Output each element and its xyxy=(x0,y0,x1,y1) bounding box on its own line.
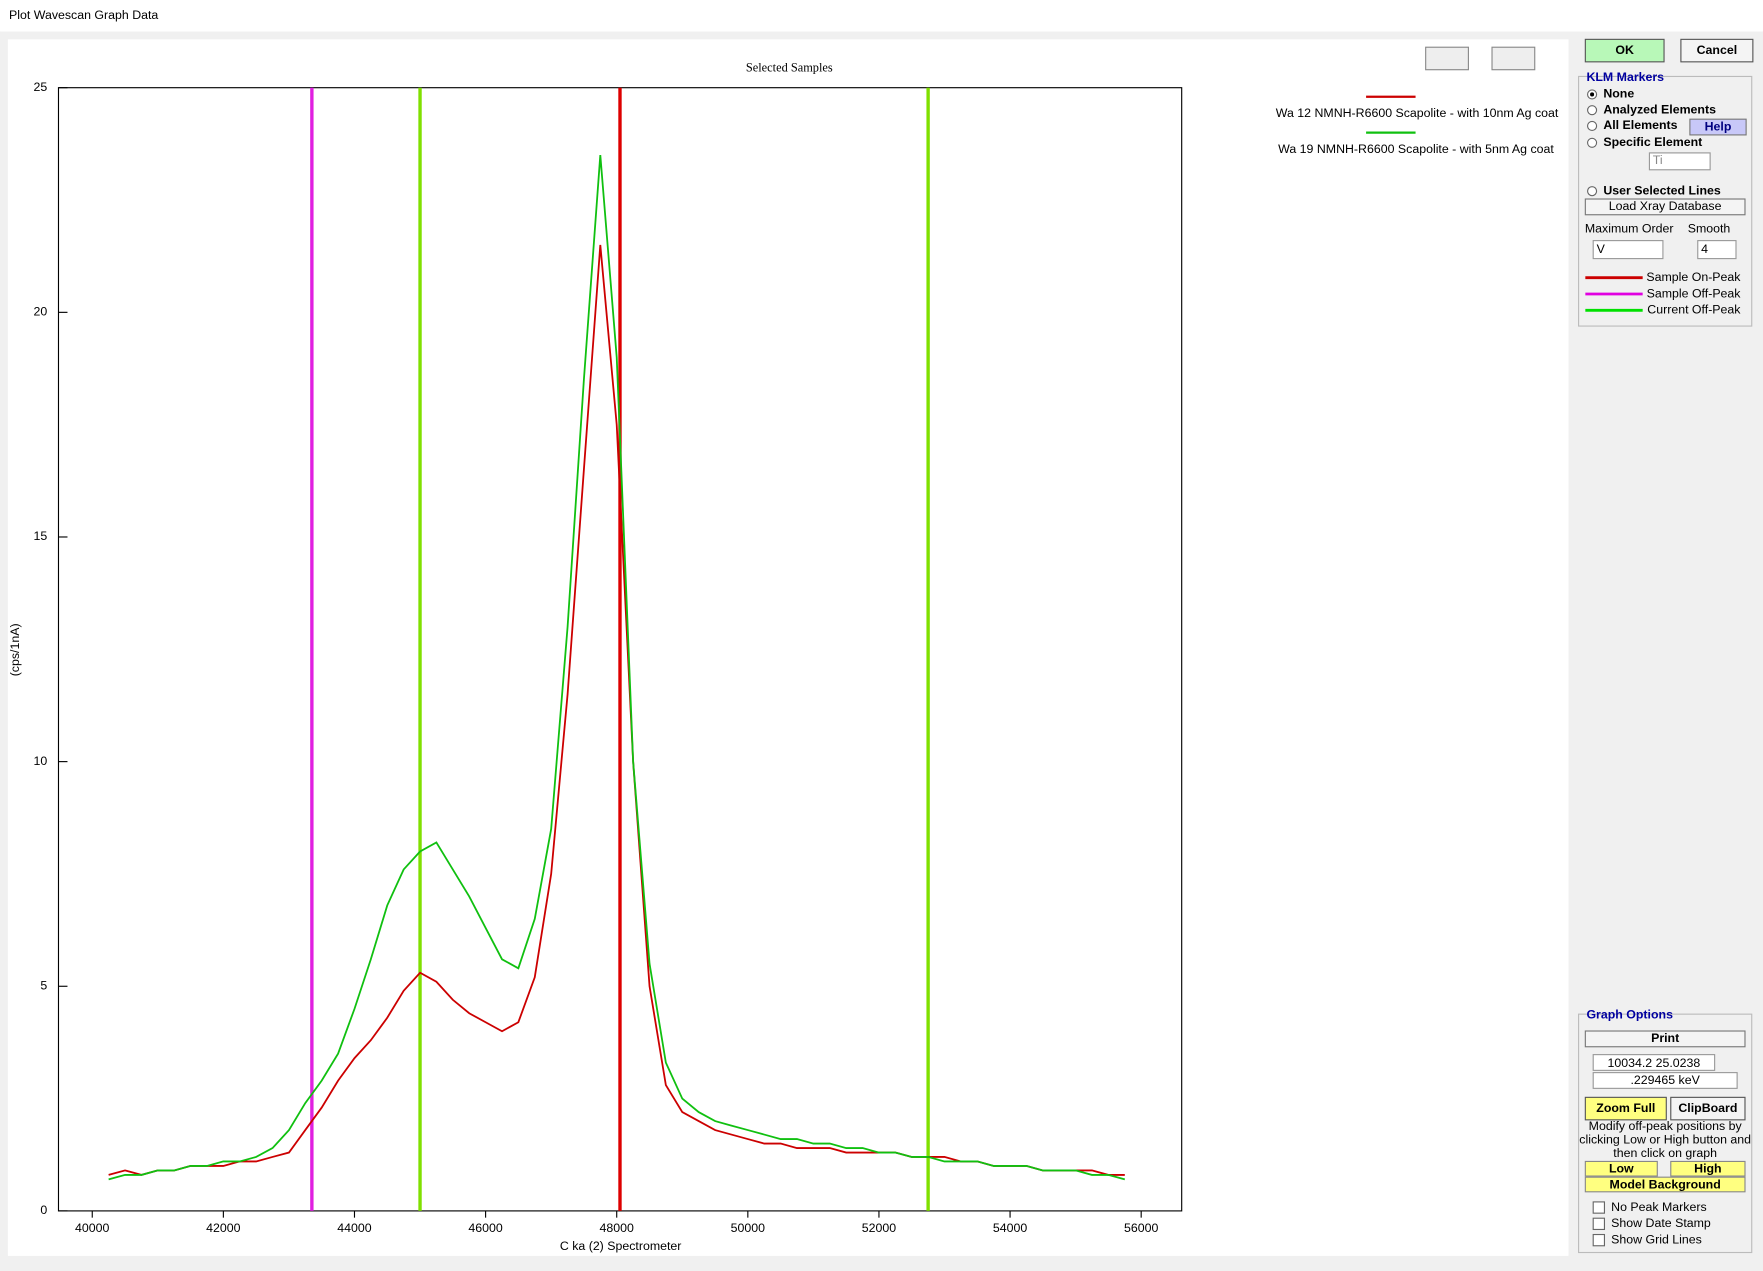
zoom-button[interactable] xyxy=(1584,1096,1667,1121)
x-tick-label: 50000 xyxy=(731,1221,765,1235)
help-label: Help xyxy=(1705,119,1732,133)
clipboard-button[interactable] xyxy=(1670,1096,1746,1121)
series-line xyxy=(108,154,1126,1181)
clipboard-label: ClipBoard xyxy=(1678,1101,1737,1115)
zoom-label: Zoom Full xyxy=(1596,1101,1655,1115)
scroll-arrows[interactable] xyxy=(1425,46,1536,71)
checkbox-label: No Peak Markers xyxy=(1611,1200,1706,1214)
x-tick-label: 54000 xyxy=(993,1221,1027,1235)
marker-legend: Sample Off-Peak xyxy=(1647,286,1742,300)
y-tick-label: 25 xyxy=(33,80,47,94)
x-tick-label: 40000 xyxy=(75,1221,109,1235)
high-button[interactable] xyxy=(1670,1160,1746,1177)
order-combo[interactable] xyxy=(1592,240,1664,260)
checkbox-label: Show Grid Lines xyxy=(1611,1232,1702,1246)
x-axis-label: C ka (2) Spectrometer xyxy=(560,1239,682,1253)
note: then click on graph xyxy=(1613,1146,1717,1160)
chart-title: Selected Samples xyxy=(746,60,833,74)
radio-label: Analyzed Elements xyxy=(1603,102,1716,116)
graph-options-group xyxy=(1578,1013,1753,1254)
model-button[interactable] xyxy=(1584,1176,1746,1193)
x-tick-label: 44000 xyxy=(337,1221,371,1235)
help-button[interactable] xyxy=(1689,118,1747,136)
load-button[interactable] xyxy=(1584,198,1746,216)
note: clicking Low or High button and xyxy=(1579,1132,1751,1146)
print-label: Print xyxy=(1651,1031,1679,1045)
klm-group xyxy=(1578,75,1753,327)
checkbox[interactable] xyxy=(1592,1233,1606,1247)
high-label: High xyxy=(1694,1162,1721,1176)
checkbox[interactable] xyxy=(1592,1217,1606,1231)
group-title: Graph Options xyxy=(1586,1008,1673,1022)
radio-label: All Elements xyxy=(1603,118,1677,132)
ok-button[interactable] xyxy=(1584,38,1665,63)
coords: 10034.2 25.0238 xyxy=(1608,1056,1701,1070)
y-axis-label: (cps/1nA) xyxy=(8,623,22,676)
radio[interactable] xyxy=(1587,120,1598,131)
y-tick-label: 10 xyxy=(33,754,47,768)
radio-label: User Selected Lines xyxy=(1603,183,1721,197)
x-tick-label: 52000 xyxy=(862,1221,896,1235)
x-tick-label: 48000 xyxy=(600,1221,634,1235)
low-label: Low xyxy=(1609,1162,1634,1176)
note: Modify off-peak positions by xyxy=(1589,1119,1743,1133)
cancel-button[interactable] xyxy=(1680,38,1754,63)
y-tick-label: 5 xyxy=(40,979,47,993)
x-tick-label: 42000 xyxy=(206,1221,240,1235)
load-label: Load Xray Database xyxy=(1609,199,1722,213)
radio-dot xyxy=(1590,92,1595,97)
plot-panel xyxy=(7,39,1569,1256)
kev-box xyxy=(1592,1072,1738,1089)
ok-label: OK xyxy=(1615,43,1634,57)
radio[interactable] xyxy=(1587,137,1598,148)
order-value: V xyxy=(1597,242,1606,256)
print-button[interactable] xyxy=(1584,1030,1746,1048)
radio[interactable] xyxy=(1587,105,1598,116)
x-tick-label: 56000 xyxy=(1124,1221,1158,1235)
window-title: Plot Wavescan Graph Data xyxy=(9,8,158,22)
radio[interactable] xyxy=(1587,186,1598,197)
series-line xyxy=(108,244,1125,1176)
low-button[interactable] xyxy=(1584,1160,1658,1177)
group-title: KLM Markers xyxy=(1586,70,1664,84)
element-combo[interactable] xyxy=(1648,152,1711,171)
smooth-combo[interactable] xyxy=(1697,240,1737,260)
smooth-value: 4 xyxy=(1701,242,1708,256)
y-tick-label: 0 xyxy=(40,1203,47,1217)
checkbox[interactable] xyxy=(1592,1201,1606,1214)
marker-legend: Sample On-Peak xyxy=(1646,270,1741,284)
element-value: Ti xyxy=(1653,153,1663,167)
y-tick-label: 20 xyxy=(33,305,47,319)
x-tick-label: 46000 xyxy=(468,1221,502,1235)
legend-label: Wa 19 NMNH-R6600 Scapolite - with 5nm Ag… xyxy=(1278,142,1554,156)
model-label: Model Background xyxy=(1610,1177,1721,1191)
radio-label: Specific Element xyxy=(1603,135,1702,149)
kev: .229465 keV xyxy=(1630,1073,1700,1087)
legend-label: Wa 12 NMNH-R6600 Scapolite - with 10nm A… xyxy=(1276,106,1559,120)
title-bar xyxy=(0,0,1763,32)
order-label: Maximum Order xyxy=(1585,222,1674,236)
cancel-label: Cancel xyxy=(1697,43,1738,57)
checkbox-label: Show Date Stamp xyxy=(1611,1216,1711,1230)
coords-box xyxy=(1592,1054,1716,1071)
marker-legend: Current Off-Peak xyxy=(1647,303,1741,317)
smooth-label: Smooth xyxy=(1688,222,1731,236)
y-tick-label: 15 xyxy=(33,529,47,543)
radio-label: None xyxy=(1603,87,1634,101)
